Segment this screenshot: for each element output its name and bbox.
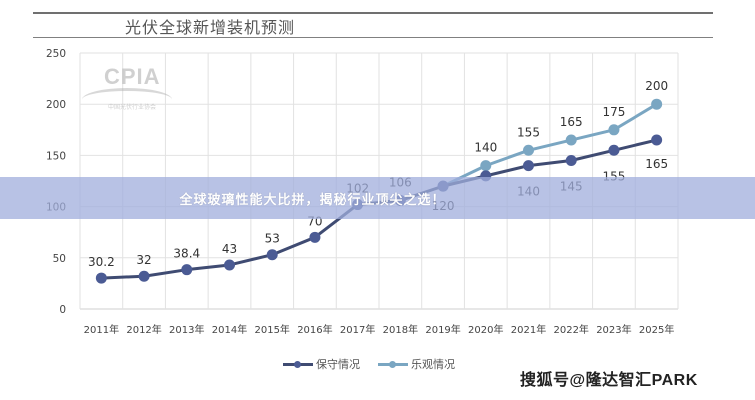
x-tick-label: 2013年 [169, 323, 204, 336]
legend-label: 保守情况 [316, 359, 360, 371]
data-point-marker [480, 160, 492, 172]
x-tick-label: 2012年 [126, 323, 161, 336]
data-label-conservative: 30.2 [88, 255, 115, 269]
data-point-marker [651, 134, 663, 146]
data-point-marker [608, 144, 620, 156]
data-point-marker [224, 259, 235, 271]
cpia-logo-watermark: CPIA 中国光伏行业协会 [82, 58, 172, 118]
cpia-logo-subtext: 中国光伏行业协会 [108, 105, 157, 111]
data-point-marker [523, 144, 534, 156]
x-tick-label: 2023年 [596, 323, 631, 336]
legend-item-conservative: 保守情况 [283, 356, 360, 372]
y-tick-label: 200 [46, 99, 66, 111]
data-label-optimistic: 155 [517, 125, 540, 139]
data-label-conservative: 165 [645, 157, 668, 171]
x-tick-label: 2025年 [639, 323, 674, 336]
y-tick-label: 150 [46, 150, 66, 162]
y-tick-label: 0 [59, 304, 66, 316]
legend-label: 乐观情况 [411, 359, 455, 371]
chart-title: 光伏全球新增装机预测 [124, 18, 295, 37]
data-label-conservative: 43 [222, 242, 237, 256]
data-label-conservative: 53 [265, 232, 280, 246]
data-label-optimistic: 165 [560, 115, 583, 129]
data-point-marker [95, 272, 107, 284]
cpia-logo-text: CPIA [104, 64, 161, 89]
data-label-conservative: 32 [136, 253, 151, 267]
x-tick-label: 2014年 [212, 323, 247, 336]
chart-legend: 保守情况 乐观情况 [283, 356, 455, 372]
x-tick-label: 2019年 [425, 323, 460, 336]
x-tick-label: 2011年 [84, 323, 119, 336]
data-point-marker [309, 231, 321, 243]
headline-banner: 全球玻璃性能大比拼，揭秘行业顶尖之选！ [0, 177, 755, 219]
data-label-optimistic: 200 [645, 79, 668, 93]
data-point-marker [651, 98, 663, 110]
title-rule-bottom [33, 37, 713, 38]
y-tick-label: 250 [46, 48, 66, 60]
legend-line-marker-icon [378, 360, 408, 368]
legend-item-optimistic: 乐观情况 [378, 356, 455, 372]
x-tick-label: 2015年 [254, 323, 289, 336]
data-point-marker [266, 249, 278, 261]
data-label-conservative: 38.4 [173, 247, 200, 261]
x-tick-label: 2022年 [553, 323, 588, 336]
optimistic-line [442, 102, 658, 188]
data-point-marker [565, 155, 577, 167]
banner-text: 全球玻璃性能大比拼，揭秘行业顶尖之选！ [179, 191, 446, 207]
data-point-marker [138, 270, 150, 282]
x-tick-label: 2017年 [340, 323, 375, 336]
data-point-marker [565, 134, 577, 146]
x-tick-label: 2016年 [297, 323, 332, 336]
title-rule-top [33, 12, 713, 14]
source-watermark: 搜狐号@隆达智汇PARK [520, 372, 698, 389]
x-tick-label: 2018年 [383, 323, 418, 336]
y-tick-label: 50 [53, 253, 66, 265]
data-label-optimistic: 175 [602, 105, 625, 119]
data-point-marker [181, 264, 193, 276]
cpia-arc-icon [82, 88, 172, 111]
x-tick-label: 2020年 [468, 323, 503, 336]
legend-line-marker-icon [283, 360, 313, 368]
x-tick-label: 2021年 [511, 323, 546, 336]
data-label-optimistic: 140 [474, 141, 497, 155]
data-point-marker [523, 160, 534, 172]
data-point-marker [608, 124, 620, 136]
